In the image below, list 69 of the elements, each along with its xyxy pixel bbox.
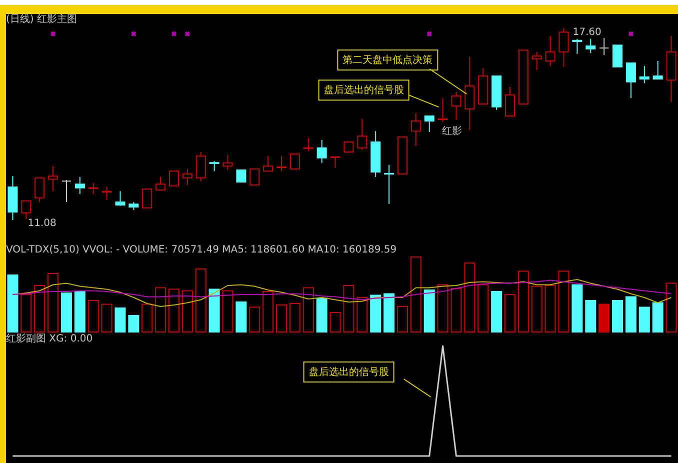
candlestick bbox=[316, 139, 327, 164]
bar bbox=[652, 302, 664, 332]
candlestick bbox=[344, 141, 354, 154]
candlestick bbox=[330, 156, 340, 168]
candlestick bbox=[545, 35, 556, 66]
candlestick bbox=[276, 156, 287, 172]
candlestick bbox=[586, 38, 596, 54]
candlestick bbox=[88, 182, 98, 195]
candlestick bbox=[102, 186, 112, 200]
candlestick bbox=[222, 154, 233, 170]
candlestick bbox=[599, 38, 610, 56]
candlestick bbox=[652, 60, 663, 80]
candlestick bbox=[424, 116, 434, 132]
candlestick bbox=[410, 112, 421, 147]
candlestick bbox=[250, 168, 260, 186]
candlestick bbox=[21, 200, 32, 220]
candlestick bbox=[290, 154, 300, 170]
candlestick bbox=[169, 170, 179, 186]
bar bbox=[74, 291, 86, 332]
candlestick bbox=[639, 65, 650, 84]
annotation: 17.60 bbox=[572, 26, 602, 38]
candlestick bbox=[612, 44, 623, 68]
annotation: 盘后选出的信号股 bbox=[324, 84, 404, 96]
chart-title: 红影副图 XG: 0.00 bbox=[6, 332, 93, 344]
candlestick bbox=[558, 27, 569, 68]
candlestick bbox=[438, 98, 448, 122]
annotation: 第二天盘中低点决策 bbox=[342, 54, 433, 66]
bar bbox=[128, 315, 140, 332]
bar bbox=[424, 290, 435, 332]
annotation: 红影 bbox=[442, 124, 462, 137]
candlestick bbox=[236, 169, 246, 183]
candlestick bbox=[156, 176, 166, 190]
candlestick bbox=[74, 176, 85, 195]
bar bbox=[612, 300, 624, 332]
bar bbox=[60, 292, 72, 332]
bar bbox=[236, 302, 247, 332]
candlestick bbox=[263, 156, 274, 172]
bar bbox=[316, 298, 328, 332]
candlestick bbox=[303, 137, 314, 152]
candlestick bbox=[451, 91, 462, 120]
bar bbox=[208, 288, 220, 332]
candlestick bbox=[115, 190, 126, 206]
bar bbox=[384, 293, 395, 332]
bar bbox=[572, 284, 583, 332]
candlestick bbox=[505, 86, 515, 117]
candlestick bbox=[626, 62, 636, 99]
candlestick bbox=[48, 166, 58, 192]
candlestick bbox=[142, 188, 152, 208]
annotation: 盘后选出的信号股 bbox=[308, 366, 389, 378]
bar bbox=[585, 300, 596, 332]
bar bbox=[638, 306, 650, 332]
bar bbox=[625, 296, 636, 332]
candlestick bbox=[357, 118, 368, 150]
candlestick bbox=[182, 168, 192, 186]
bar bbox=[7, 274, 18, 332]
candlestick bbox=[532, 51, 542, 71]
candlestick bbox=[34, 177, 45, 203]
candlestick bbox=[572, 38, 582, 54]
bar bbox=[370, 294, 382, 332]
candlestick bbox=[464, 56, 475, 130]
bar bbox=[114, 308, 126, 332]
bar bbox=[491, 291, 502, 332]
chart-title: VOL-TDX(5,10) VVOL: - VOLUME: 70571.49 MA5: 118601.60 MA10: 160189.59 bbox=[6, 244, 397, 256]
candlestick bbox=[196, 151, 206, 182]
candlestick bbox=[209, 160, 220, 172]
candlestick bbox=[61, 179, 72, 203]
annotation: 11.08 bbox=[28, 218, 56, 229]
bar bbox=[598, 304, 610, 332]
candlestick bbox=[384, 164, 394, 205]
